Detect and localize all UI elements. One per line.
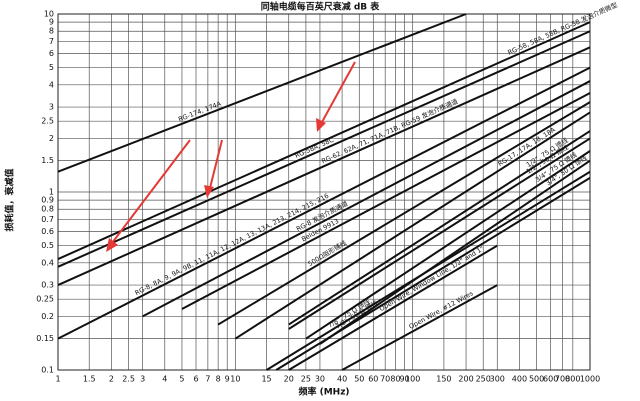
y-tick-label: 9 (49, 18, 54, 27)
y-tick-label: 7 (49, 37, 54, 46)
y-tick-label: 0.8 (41, 205, 54, 214)
series-line (57, 13, 467, 173)
arrow (111, 139, 191, 244)
x-tick-label: 70 (380, 375, 390, 384)
plot-frame (57, 13, 591, 371)
x-tick-label: 600 (543, 375, 558, 384)
series-line (142, 80, 591, 318)
arrow-head (204, 185, 214, 198)
y-tick-label: 1 (49, 188, 54, 197)
y-tick-label: 3 (49, 103, 54, 112)
arrow (321, 61, 356, 123)
y-tick-label: 0.7 (41, 215, 54, 224)
x-tick-label: 60 (368, 375, 378, 384)
y-tick-label: 0.25 (36, 295, 54, 304)
x-tick-label: 8 (216, 375, 221, 384)
x-tick-label: 3 (140, 375, 145, 384)
series-line (57, 46, 591, 286)
series-line (288, 137, 591, 330)
annotation-arrows (106, 61, 356, 252)
x-tick-label: 400 (512, 375, 527, 384)
arrow-head (316, 118, 326, 132)
y-axis-label: 损耗值，衰减值 (4, 168, 16, 231)
x-tick-label: 1 (55, 375, 60, 384)
x-tick-label: 800 (565, 375, 580, 384)
plot-area: 1 1.5 2 2.5 3 4 5 6 7 8 9 10 15 20 25 30 40 50 60 70 8090100… (36, 0, 619, 384)
x-tick-label: 9 (225, 375, 230, 384)
series-line (288, 130, 591, 326)
chart-title: 同轴电缆每百英尺衰减 dB 表 (261, 1, 381, 13)
y-tick-label: 0.4 (41, 258, 54, 267)
series-line (57, 66, 591, 340)
y-tick-label: 2.5 (41, 117, 54, 126)
x-tick-label: 50 (354, 375, 364, 384)
arrow-head (106, 238, 118, 252)
x-tick-label: 250 (476, 375, 491, 384)
x-tick-label: 15 (261, 375, 271, 384)
x-tick-label: 4 (162, 375, 167, 384)
x-tick-label: 1000 (580, 375, 600, 384)
x-tick-label: 10 (230, 375, 240, 384)
x-tick-label: 30 (315, 375, 325, 384)
y-tick-label: 10 (44, 10, 54, 19)
series-line (341, 284, 498, 371)
x-tick-label: 200 (458, 375, 473, 384)
y-tick-label: 1.5 (41, 156, 54, 165)
y-tick-label: 0.3 (41, 281, 54, 290)
series-line (275, 177, 591, 371)
y-tick-label: 0.5 (41, 241, 54, 250)
y-tick-label: 5 (49, 63, 54, 72)
y-tick-label: 2 (49, 134, 54, 143)
y-tick-label: 0.2 (41, 312, 54, 321)
x-tick-label: 90 (399, 375, 409, 384)
y-tick-label: 0.9 (41, 196, 54, 205)
x-tick-label: 2 (109, 375, 114, 384)
series-line (305, 150, 591, 340)
y-tick-label: 0.6 (41, 227, 54, 236)
x-tick-label: 300 (490, 375, 505, 384)
y-tick-label: 8 (49, 27, 54, 36)
y-tick-label: 0.1 (41, 366, 54, 375)
x-tick-label: 80 (390, 375, 400, 384)
series-line (217, 101, 591, 326)
series-line (57, 21, 591, 260)
x-tick-label: 7 (205, 375, 210, 384)
x-tick-label: 150 (436, 375, 451, 384)
y-tick-label: 6 (49, 49, 54, 58)
x-tick-label: 500 (529, 375, 544, 384)
series-line (57, 30, 591, 268)
x-tick-label: 100 (405, 375, 420, 384)
x-tick-label: 2.5 (122, 375, 135, 384)
x-tick-label: 1.5 (83, 375, 96, 384)
series-line (234, 111, 591, 340)
series-line (181, 92, 591, 310)
y-tick-label: 0.15 (36, 334, 54, 343)
x-tick-label: 700 (555, 375, 570, 384)
x-axis-label: 频率 (MHz) (298, 386, 349, 398)
x-tick-label: 20 (284, 375, 294, 384)
x-tick-label: 5 (179, 375, 184, 384)
x-tick-label: 25 (301, 375, 311, 384)
series-line (319, 159, 591, 345)
x-tick-label: 40 (337, 375, 347, 384)
y-tick-label: 4 (49, 80, 54, 89)
series-line (266, 170, 591, 371)
x-tick-label: 6 (193, 375, 198, 384)
arrow (209, 139, 223, 189)
series-line (288, 244, 498, 371)
